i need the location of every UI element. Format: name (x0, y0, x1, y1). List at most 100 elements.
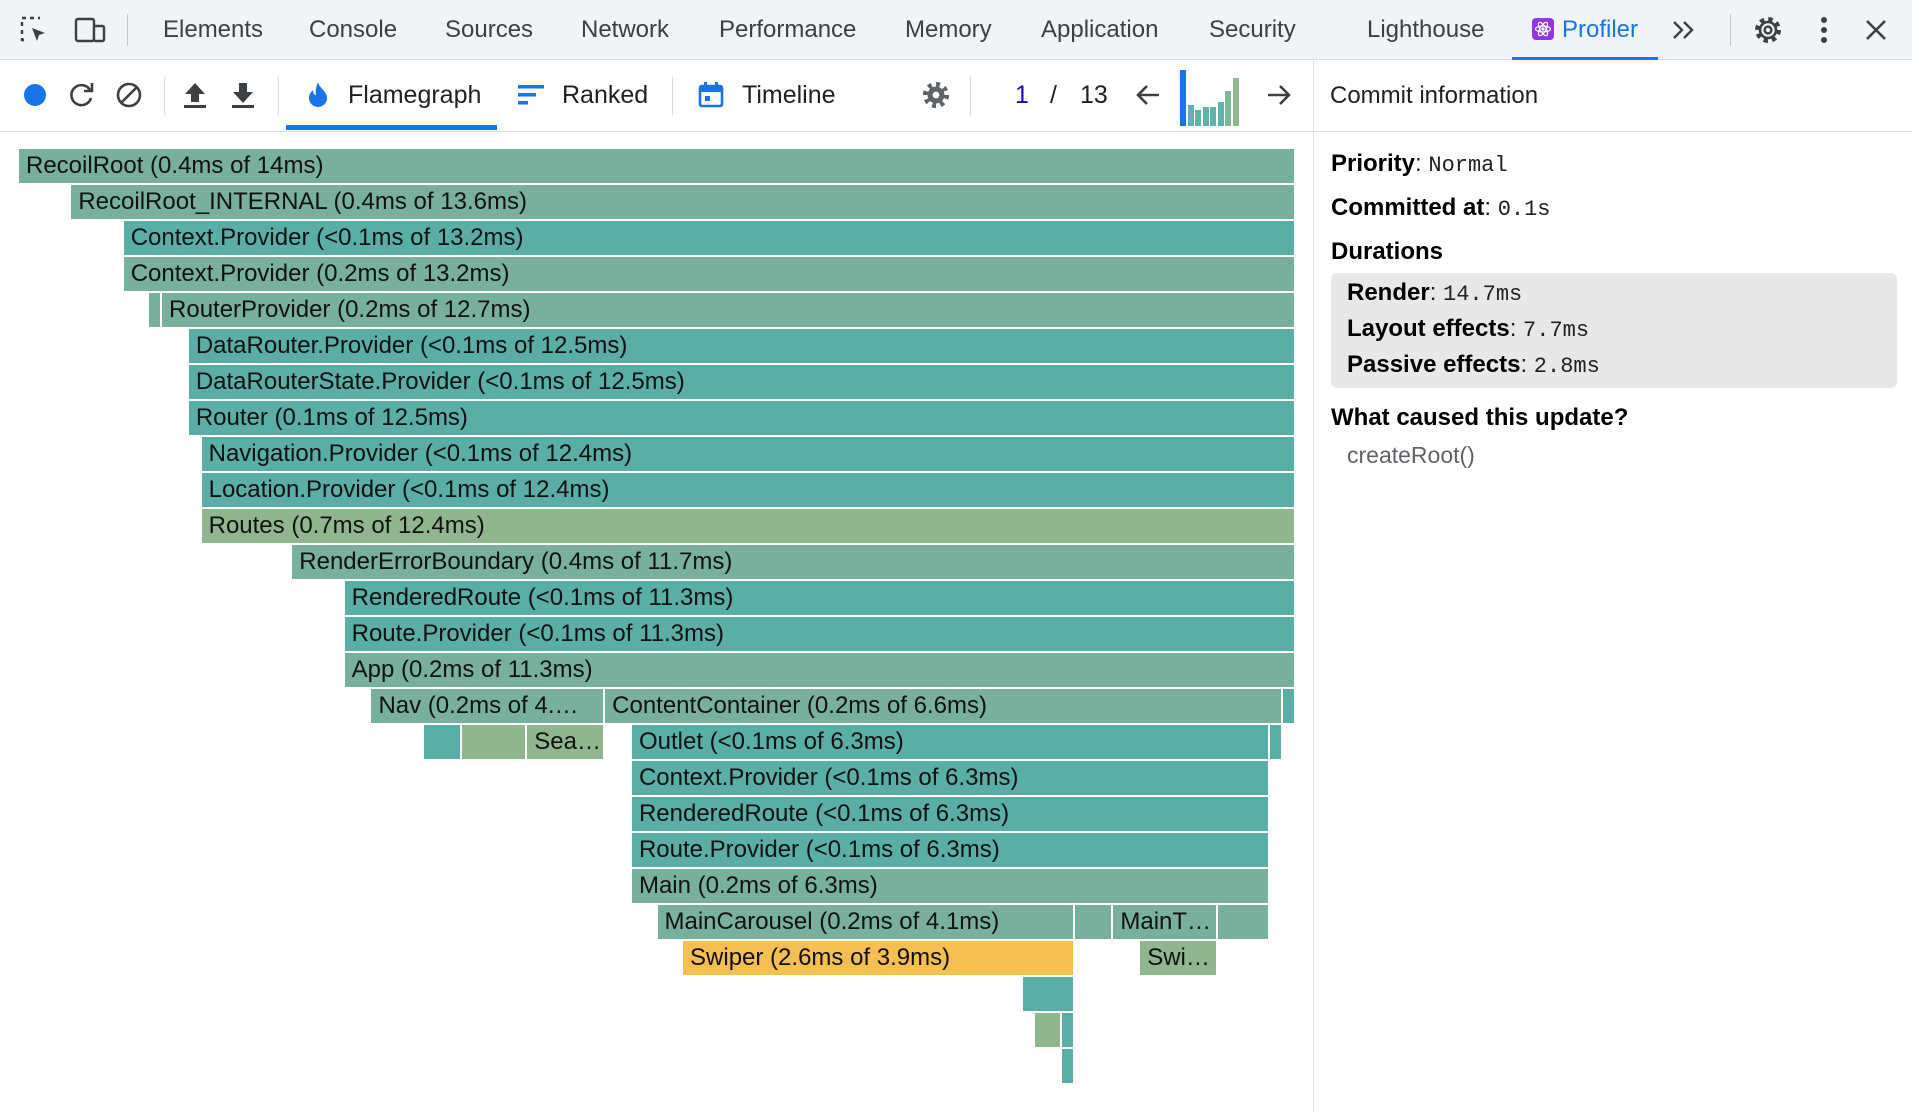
flamegraph-node[interactable] (1218, 905, 1271, 939)
clear-profiling-data-button[interactable] (112, 78, 146, 112)
flamegraph-node[interactable]: Main (0.2ms of 6.3ms) (631, 869, 1271, 903)
reload-and-profile-button[interactable] (65, 78, 99, 112)
flamegraph-node[interactable]: Context.Provider (<0.1ms of 13.2ms) (123, 221, 1296, 255)
next-commit-button[interactable] (1262, 78, 1296, 112)
flamegraph-node[interactable] (1283, 689, 1296, 723)
tab-ranked-label: Ranked (562, 80, 649, 109)
toolbar-divider (1730, 14, 1731, 46)
render-duration-row: Render: 14.7ms (1347, 279, 1523, 307)
flamegraph-node[interactable] (149, 293, 163, 327)
tab-profiler[interactable]: Profiler (1511, 0, 1659, 60)
react-logo-icon (1532, 18, 1554, 40)
flame-icon (306, 81, 330, 109)
flamegraph-node[interactable]: Swiper (2.6ms of 3.9ms) (683, 941, 1076, 975)
flamegraph-node[interactable]: App (0.2ms of 11.3ms) (344, 653, 1296, 687)
flamegraph-node[interactable]: ContentContainer (0.2ms of 6.6ms) (605, 689, 1284, 723)
previous-commit-button[interactable] (1131, 78, 1165, 112)
commit-bar-selected[interactable] (1180, 70, 1186, 126)
load-profile-button[interactable] (178, 78, 212, 112)
commit-index-total: 13 (1080, 81, 1108, 109)
commit-bar[interactable] (1232, 77, 1239, 126)
commit-bar[interactable] (1225, 91, 1231, 126)
flamegraph-node[interactable] (1062, 1013, 1076, 1047)
toolbar-divider (127, 14, 128, 46)
flamegraph-node[interactable]: RouterProvider (0.2ms of 12.7ms) (162, 293, 1296, 327)
tab-sources[interactable]: Sources (445, 16, 534, 43)
flamegraph-node[interactable]: DataRouter.Provider (<0.1ms of 12.5ms) (188, 329, 1296, 363)
flamegraph-chart: RecoilRoot (0.4ms of 14ms) RecoilRoot_INT… (0, 132, 1313, 1112)
commit-bar[interactable] (1202, 106, 1209, 126)
flamegraph-node[interactable] (1062, 1049, 1076, 1083)
tab-flamegraph-label: Flamegraph (348, 80, 482, 109)
close-icon[interactable] (1860, 14, 1892, 46)
flamegraph-node[interactable]: Routes (0.7ms of 12.4ms) (201, 509, 1296, 543)
commit-bar[interactable] (1210, 106, 1216, 126)
commit-selector-chart[interactable] (1180, 68, 1242, 126)
flamegraph-node[interactable]: MainCarousel (0.2ms of 4.1ms) (657, 905, 1076, 939)
tab-elements[interactable]: Elements (163, 16, 264, 43)
flamegraph-node[interactable]: Swi… (1140, 941, 1219, 975)
flamegraph-node[interactable] (1035, 1013, 1063, 1047)
flamegraph-node[interactable] (423, 725, 463, 759)
record-button[interactable] (18, 78, 52, 112)
flamegraph-node[interactable]: RenderedRoute (<0.1ms of 6.3ms) (631, 797, 1271, 831)
calendar-icon (698, 81, 724, 109)
flamegraph-node[interactable]: Route.Provider (<0.1ms of 11.3ms) (344, 617, 1296, 651)
kebab-menu-icon[interactable] (1808, 14, 1840, 46)
ranked-bars-icon (518, 83, 544, 107)
flamegraph-node[interactable]: MainT… (1113, 905, 1219, 939)
flamegraph-node[interactable] (462, 725, 528, 759)
flamegraph-node[interactable] (1075, 905, 1114, 939)
flamegraph-node[interactable]: Sea… (527, 725, 606, 759)
flamegraph-node[interactable]: Outlet (<0.1ms of 6.3ms) (631, 725, 1271, 759)
tab-application[interactable]: Application (1041, 16, 1159, 43)
toolbar-divider (164, 76, 165, 116)
device-toolbar-icon[interactable] (74, 14, 106, 46)
commit-bar[interactable] (1217, 102, 1224, 126)
flamegraph-node[interactable]: RecoilRoot_INTERNAL (0.4ms of 13.6ms) (71, 185, 1296, 219)
commit-bar[interactable] (1195, 110, 1201, 126)
flamegraph-node[interactable] (1022, 977, 1076, 1011)
durations-heading: Durations (1331, 238, 1444, 265)
tab-security[interactable]: Security (1209, 16, 1296, 43)
flamegraph-node[interactable]: RenderErrorBoundary (0.4ms of 11.7ms) (292, 545, 1296, 579)
update-cause-item[interactable]: createRoot() (1347, 442, 1475, 468)
tab-flamegraph[interactable]: Flamegraph (285, 60, 498, 130)
devtools-tab-bar: Elements Console Sources Network Perform… (0, 0, 1912, 60)
toolbar-divider (278, 76, 279, 116)
tab-timeline[interactable]: Timeline (698, 60, 836, 130)
profiler-toolbar: Flamegraph Ranked Timeline 1 / 13 (0, 60, 1313, 132)
flamegraph-node[interactable]: RenderedRoute (<0.1ms of 11.3ms) (344, 581, 1296, 615)
passive-effects-row: Passive effects: 2.8ms (1347, 351, 1600, 379)
toolbar-divider (970, 76, 971, 116)
commit-index-separator: / (1050, 81, 1057, 109)
flamegraph-node[interactable]: DataRouterState.Provider (<0.1ms of 12.5… (188, 365, 1296, 399)
flamegraph-node[interactable]: Navigation.Provider (<0.1ms of 12.4ms) (201, 437, 1296, 471)
tab-console[interactable]: Console (309, 16, 398, 43)
profiler-settings-gear-icon[interactable] (919, 78, 953, 112)
update-cause-heading: What caused this update? (1331, 404, 1629, 431)
save-profile-button[interactable] (226, 78, 260, 112)
commit-index-current: 1 (1015, 81, 1029, 109)
tab-network[interactable]: Network (581, 16, 670, 43)
flamegraph-node[interactable]: Context.Provider (0.2ms of 13.2ms) (123, 257, 1296, 291)
tab-lighthouse[interactable]: Lighthouse (1367, 16, 1485, 43)
layout-effects-row: Layout effects: 7.7ms (1347, 315, 1590, 343)
committed-at-value: 0.1s (1497, 197, 1551, 222)
tab-ranked[interactable]: Ranked (518, 60, 648, 130)
flamegraph-node[interactable]: Nav (0.2ms of 4.… (371, 689, 606, 723)
flamegraph-node[interactable]: Router (0.1ms of 12.5ms) (188, 401, 1296, 435)
flamegraph-node[interactable]: Context.Provider (<0.1ms of 6.3ms) (631, 761, 1271, 795)
tab-profiler-label: Profiler (1562, 16, 1639, 43)
flamegraph-node[interactable]: RecoilRoot (0.4ms of 14ms) (19, 149, 1296, 183)
flamegraph-node[interactable]: Location.Provider (<0.1ms of 12.4ms) (201, 473, 1296, 507)
priority-value: Normal (1428, 153, 1508, 178)
tab-memory[interactable]: Memory (905, 16, 992, 43)
inspect-element-icon[interactable] (18, 14, 50, 46)
flamegraph-node[interactable] (1270, 725, 1284, 759)
more-tabs-icon[interactable] (1668, 14, 1700, 46)
tab-performance[interactable]: Performance (719, 16, 857, 43)
flamegraph-node[interactable]: Route.Provider (<0.1ms of 6.3ms) (631, 833, 1271, 867)
settings-gear-icon[interactable] (1752, 14, 1784, 46)
commit-bar[interactable] (1187, 104, 1194, 126)
